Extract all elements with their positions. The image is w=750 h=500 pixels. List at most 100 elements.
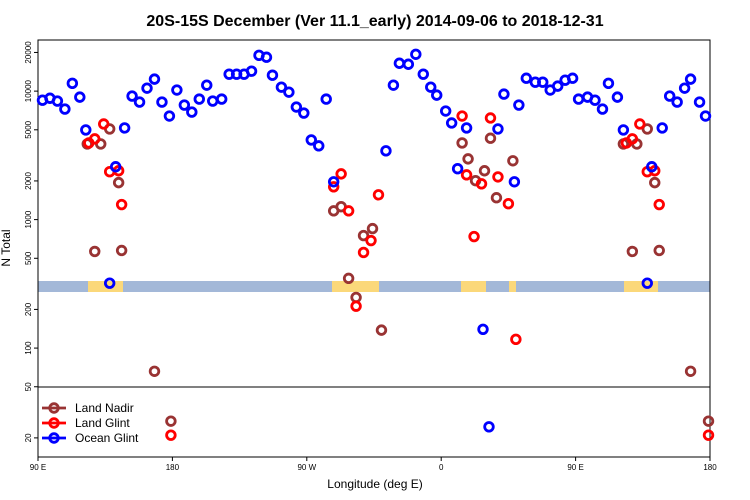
point [671, 96, 683, 108]
y-tick-label: 50 [24, 382, 33, 391]
point [566, 72, 579, 84]
point [484, 112, 497, 124]
point [483, 421, 495, 433]
point [357, 246, 370, 259]
point [649, 176, 661, 189]
point [193, 93, 205, 105]
y-tick-label: 5000 [24, 120, 33, 138]
point [372, 189, 385, 201]
point [510, 333, 522, 346]
point [103, 277, 116, 289]
point [98, 118, 110, 130]
x-tick-label: 180 [166, 463, 180, 472]
series [36, 48, 712, 433]
point [165, 415, 177, 427]
point [468, 230, 480, 243]
point [508, 176, 521, 188]
y-tick-label: 500 [24, 251, 33, 265]
legend-marker [48, 432, 60, 444]
point [112, 176, 125, 189]
point [589, 94, 601, 106]
point [611, 91, 624, 103]
point [74, 91, 86, 103]
point [492, 171, 504, 183]
point [165, 429, 177, 441]
point [634, 118, 646, 130]
point [327, 176, 340, 188]
legend-label: Land Glint [75, 416, 130, 430]
point [171, 84, 183, 96]
land-band [624, 281, 658, 292]
y-tick-label: 200 [24, 302, 33, 316]
point [402, 58, 415, 70]
point [507, 155, 519, 167]
legend-label: Ocean Glint [75, 431, 139, 445]
point [245, 65, 258, 77]
point [478, 165, 491, 177]
point [693, 96, 706, 108]
point [201, 79, 213, 91]
point [484, 132, 497, 144]
point [551, 80, 564, 92]
point [626, 133, 639, 145]
point [596, 103, 609, 115]
x-tick-label: 90 E [30, 463, 46, 472]
series [83, 110, 715, 441]
x-tick-label: 90 E [567, 463, 583, 472]
point [115, 198, 128, 211]
point [456, 110, 468, 122]
point [653, 244, 665, 257]
point [163, 110, 176, 122]
point [290, 101, 303, 113]
point [148, 365, 161, 377]
point [498, 88, 510, 100]
point [537, 76, 549, 88]
point [275, 81, 288, 93]
point [439, 105, 452, 117]
point [59, 103, 71, 115]
point [684, 73, 697, 85]
point [156, 96, 168, 108]
x-tick-label: 180 [703, 463, 717, 472]
x-tick-label: 0 [439, 463, 444, 472]
y-tick-label: 2000 [24, 171, 33, 189]
point [313, 140, 325, 152]
point [646, 161, 658, 173]
legend-label: Land Nadir [75, 401, 134, 415]
point [365, 234, 377, 247]
point [207, 95, 219, 107]
point [653, 198, 665, 211]
point [393, 57, 406, 69]
y-tick-label: 100 [24, 341, 33, 355]
point [141, 82, 153, 94]
point [366, 222, 379, 235]
point [462, 153, 474, 165]
y-tick-label: 10000 [24, 79, 33, 102]
point [417, 68, 429, 80]
surface-band [38, 281, 710, 292]
point [456, 137, 468, 149]
point [335, 168, 347, 180]
point [305, 134, 317, 146]
point [460, 122, 473, 134]
point [342, 205, 355, 217]
x-tick-label: 90 W [297, 463, 316, 472]
point [350, 300, 362, 312]
point [148, 73, 161, 85]
point [490, 192, 503, 204]
point [327, 181, 340, 193]
point [492, 123, 504, 135]
point [475, 178, 488, 190]
legend-marker [48, 417, 60, 429]
point [350, 291, 362, 304]
point [617, 124, 630, 136]
point [663, 90, 676, 102]
point [502, 197, 515, 210]
point [283, 86, 295, 98]
point [641, 123, 653, 135]
point [215, 93, 228, 105]
point [186, 106, 198, 118]
point [602, 77, 615, 90]
land-band [332, 281, 379, 292]
